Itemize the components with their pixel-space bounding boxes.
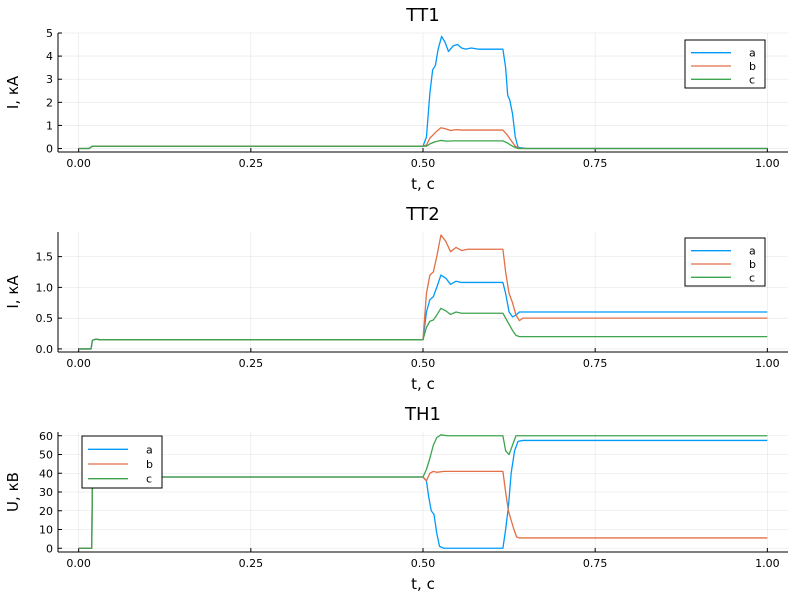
x-tick-label: 0.50 xyxy=(411,357,436,370)
y-tick-label: 40 xyxy=(39,467,53,480)
x-tick-label: 1.00 xyxy=(755,557,780,570)
y-tick-label: 50 xyxy=(39,449,53,462)
y-tick-label: 4 xyxy=(46,50,53,63)
legend-label-a: a xyxy=(749,47,756,60)
x-tick-label: 0.75 xyxy=(583,357,608,370)
chart-title: ТТ1 xyxy=(405,5,439,26)
legend-label-a: a xyxy=(749,245,756,258)
legend-label-b: b xyxy=(749,258,756,271)
x-tick-label: 0.00 xyxy=(66,557,91,570)
y-tick-label: 30 xyxy=(39,486,53,499)
x-axis-label: t, c xyxy=(411,175,435,193)
legend: abc xyxy=(81,435,163,489)
y-axis-label: I, кА xyxy=(4,75,22,109)
x-tick-label: 0.25 xyxy=(239,357,264,370)
legend-label-a: a xyxy=(146,443,153,456)
x-tick-label: 0.00 xyxy=(66,357,91,370)
legend: abc xyxy=(684,39,766,89)
y-tick-label: 60 xyxy=(39,430,53,443)
x-tick-label: 0.75 xyxy=(583,157,608,170)
y-tick-label: 0 xyxy=(46,542,53,555)
y-tick-label: 0.5 xyxy=(36,312,54,325)
x-tick-label: 0.00 xyxy=(66,157,91,170)
x-axis-label: t, c xyxy=(411,575,435,593)
y-tick-label: 1 xyxy=(46,119,53,132)
legend-box xyxy=(81,435,163,489)
x-axis-label: t, c xyxy=(411,375,435,393)
y-axis-label: U, кВ xyxy=(4,472,22,512)
chart-title: ТН1 xyxy=(404,404,441,425)
y-tick-label: 0.0 xyxy=(36,343,54,356)
x-tick-label: 1.00 xyxy=(755,157,780,170)
chart-panel-2: 0.00 0.25 0.50 0.75 1.00 0.0 0.5 1.0 1.5 ТТ2 t, c I… xyxy=(4,204,788,393)
legend-label-c: c xyxy=(749,271,755,284)
x-tick-label: 0.50 xyxy=(411,557,436,570)
legend-label-b: b xyxy=(749,60,756,73)
y-tick-label: 0 xyxy=(46,143,53,156)
y-tick-label: 5 xyxy=(46,27,53,40)
series-line-c xyxy=(78,307,768,350)
y-tick-label: 10 xyxy=(39,524,53,537)
legend-label-c: c xyxy=(146,473,152,486)
legend-box xyxy=(684,39,766,89)
series-line-c xyxy=(78,434,768,549)
y-axis-label: I, кА xyxy=(4,275,22,309)
chart-panel-1: 0.00 0.25 0.50 0.75 1.00 0 1 2 3 4 5 ТТ1 t, c I, кА ab… xyxy=(4,5,788,193)
series-line-a xyxy=(78,35,768,150)
chart-panel-3: 0.00 0.25 0.50 0.75 1.00 0 10 20 30 40 50 60 ТН1 t, c… xyxy=(4,404,788,593)
x-tick-label: 0.25 xyxy=(239,557,264,570)
legend-box xyxy=(684,237,766,287)
legend-label-c: c xyxy=(749,73,755,86)
x-tick-label: 0.50 xyxy=(411,157,436,170)
x-tick-label: 1.00 xyxy=(755,357,780,370)
y-tick-label: 1.5 xyxy=(36,251,54,264)
y-tick-label: 3 xyxy=(46,73,53,86)
y-tick-label: 1.0 xyxy=(36,281,54,294)
legend-label-b: b xyxy=(146,458,153,471)
x-tick-label: 0.25 xyxy=(239,157,264,170)
chart-title: ТТ2 xyxy=(405,204,439,225)
x-tick-label: 0.75 xyxy=(583,557,608,570)
series-line-c xyxy=(78,139,768,150)
y-tick-label: 20 xyxy=(39,505,53,518)
y-tick-label: 2 xyxy=(46,96,53,109)
legend: abc xyxy=(684,237,766,287)
